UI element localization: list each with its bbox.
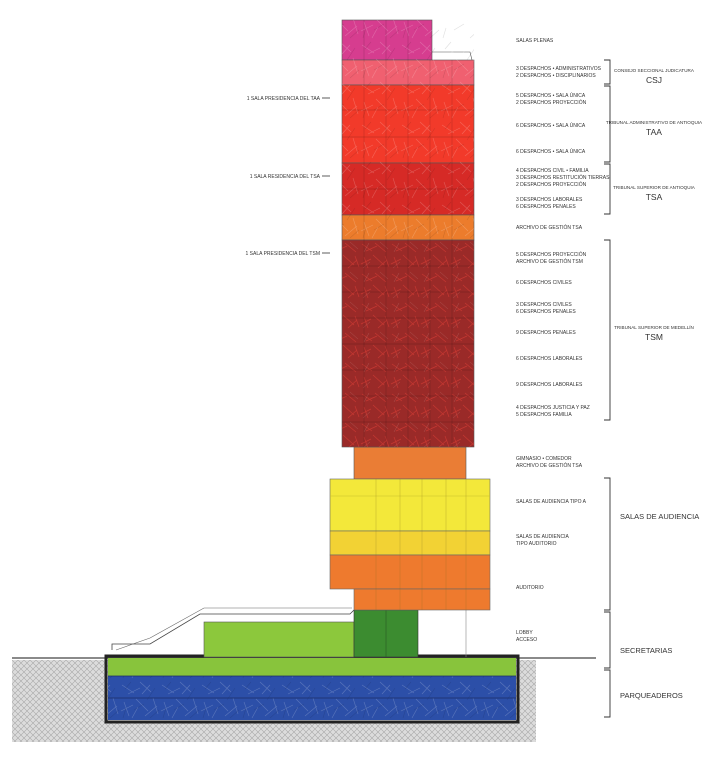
floor-label: ARCHIVO DE GESTIÓN TSA — [516, 224, 583, 231]
lower-volumes — [329, 446, 491, 611]
parking — [104, 654, 520, 724]
floor-label: TIPO AUDITORIO — [516, 541, 557, 547]
tower-mullions — [363, 20, 453, 447]
soil-hatch-right — [516, 660, 536, 742]
group-titles: CONSEJO SECCIONAL JUDICATURA CSJ TRIBUNA… — [606, 68, 703, 342]
floor-label: SALAS DE AUDIENCIA — [516, 534, 569, 540]
podium-block — [203, 621, 355, 658]
bracket-secretarias — [604, 611, 611, 669]
floor-labels: SALAS PLENAS 3 DESPACHOS • ADMINISTRATIV… — [516, 38, 610, 643]
floor-label: 2 DESPACHOS • DISCIPLINARIOS — [516, 73, 596, 79]
floor-label: ACCESO — [516, 637, 537, 643]
audiencia-a-block — [329, 478, 491, 532]
section-parqueaderos: PARQUEADEROS — [620, 691, 683, 700]
audiencia-b-block — [329, 530, 491, 556]
floor-label: 6 DESPACHOS CIVILES — [516, 280, 572, 286]
floor-label: SALAS PLENAS — [516, 38, 554, 44]
group-brackets — [604, 59, 611, 718]
left-label-taa: 1 SALA PRESIDENCIA DEL TAA — [247, 96, 321, 102]
tower — [341, 19, 475, 448]
group-subtitle: TRIBUNAL SUPERIOR DE ANTIOQUIA — [613, 185, 696, 190]
bracket-csj — [604, 59, 611, 85]
group-subtitle: TRIBUNAL SUPERIOR DE MEDELLÍN — [614, 324, 694, 330]
parking-podium-level — [108, 658, 516, 676]
floor-label: 6 DESPACHOS PENALES — [516, 204, 576, 210]
tsm-texture — [342, 240, 474, 447]
auditorio-block — [329, 554, 491, 590]
floor-label: ARCHIVO DE GESTIÓN TSM — [516, 258, 583, 265]
soil-hatch-bottom — [12, 722, 536, 742]
group-subtitle: TRIBUNAL ADMINISTRATIVO DE ANTIOQUIA — [606, 120, 703, 125]
floor-label: 5 DESPACHOS PROYECCIÓN — [516, 251, 587, 258]
section-titles: SALAS DE AUDIENCIA SECRETARIAS PARQUEADE… — [620, 512, 699, 700]
floor-label: SALAS DE AUDIENCIA TIPO A — [516, 499, 587, 505]
section-audiencia: SALAS DE AUDIENCIA — [620, 512, 699, 521]
tower-slabs — [342, 109, 474, 423]
stair-railing — [111, 609, 355, 650]
floor-label: 4 DESPACHOS CIVIL • FAMILIA — [516, 168, 589, 174]
floor-label: ARCHIVO DE GESTIÓN TSA — [516, 462, 583, 469]
group-subtitle: CONSEJO SECCIONAL JUDICATURA — [614, 68, 695, 73]
floor-label: 6 DESPACHOS PENALES — [516, 309, 576, 315]
upper-texture — [342, 20, 474, 240]
group-title: TSM — [645, 332, 663, 342]
section-secretarias: SECRETARIAS — [620, 646, 672, 655]
floor-label: 3 DESPACHOS • ADMINISTRATIVOS — [516, 66, 602, 72]
ground — [12, 657, 596, 742]
floor-label: 9 DESPACHOS PENALES — [516, 330, 576, 336]
bracket-taa — [604, 85, 611, 163]
floor-label: 6 DESPACHOS • SALA ÚNICA — [516, 148, 586, 155]
floor-label: 6 DESPACHOS LABORALES — [516, 356, 583, 362]
floor-label: AUDITORIO — [516, 585, 544, 591]
left-labels: 1 SALA PRESIDENCIA DEL TAA 1 SALA RESIDE… — [246, 96, 330, 257]
floor-label: 3 DESPACHOS CIVILES — [516, 302, 572, 308]
left-label-tsa: 1 SALA RESIDENCIA DEL TSA — [250, 174, 321, 180]
group-title: TAA — [646, 127, 662, 137]
floor-label: GIMNASIO • COMEDOR — [516, 456, 572, 462]
bracket-audiencia — [604, 477, 611, 611]
floor-label: LOBBY — [516, 630, 533, 636]
bracket-tsa — [604, 163, 611, 215]
group-title: TSA — [646, 192, 663, 202]
left-label-tsm: 1 SALA PRESIDENCIA DEL TSM — [246, 251, 320, 257]
floor-label: 9 DESPACHOS LABORALES — [516, 382, 583, 388]
floor-label: 2 DESPACHOS PROYECCIÓN — [516, 181, 587, 188]
floor-label: 2 DESPACHOS PROYECCIÓN — [516, 99, 587, 106]
floor-label: 5 DESPACHOS • SALA ÚNICA — [516, 92, 586, 99]
podium — [111, 607, 467, 658]
bracket-tsm — [604, 239, 611, 421]
group-title: CSJ — [646, 75, 662, 85]
floor-label: 3 DESPACHOS LABORALES — [516, 197, 583, 203]
floor-label: 4 DESPACHOS JUSTICIA Y PAZ — [516, 405, 590, 411]
gimnasio-block — [353, 446, 467, 480]
stair-railing-2 — [115, 607, 352, 651]
bracket-parqueaderos — [604, 669, 611, 718]
auditorio-lower-block — [353, 588, 491, 611]
floor-label: 5 DESPACHOS FAMILIA — [516, 412, 572, 418]
floor-label: 6 DESPACHOS • SALA ÚNICA — [516, 122, 586, 129]
floor-label: 3 DESPACHOS RESTITUCIÓN TIERRAS — [516, 174, 610, 181]
